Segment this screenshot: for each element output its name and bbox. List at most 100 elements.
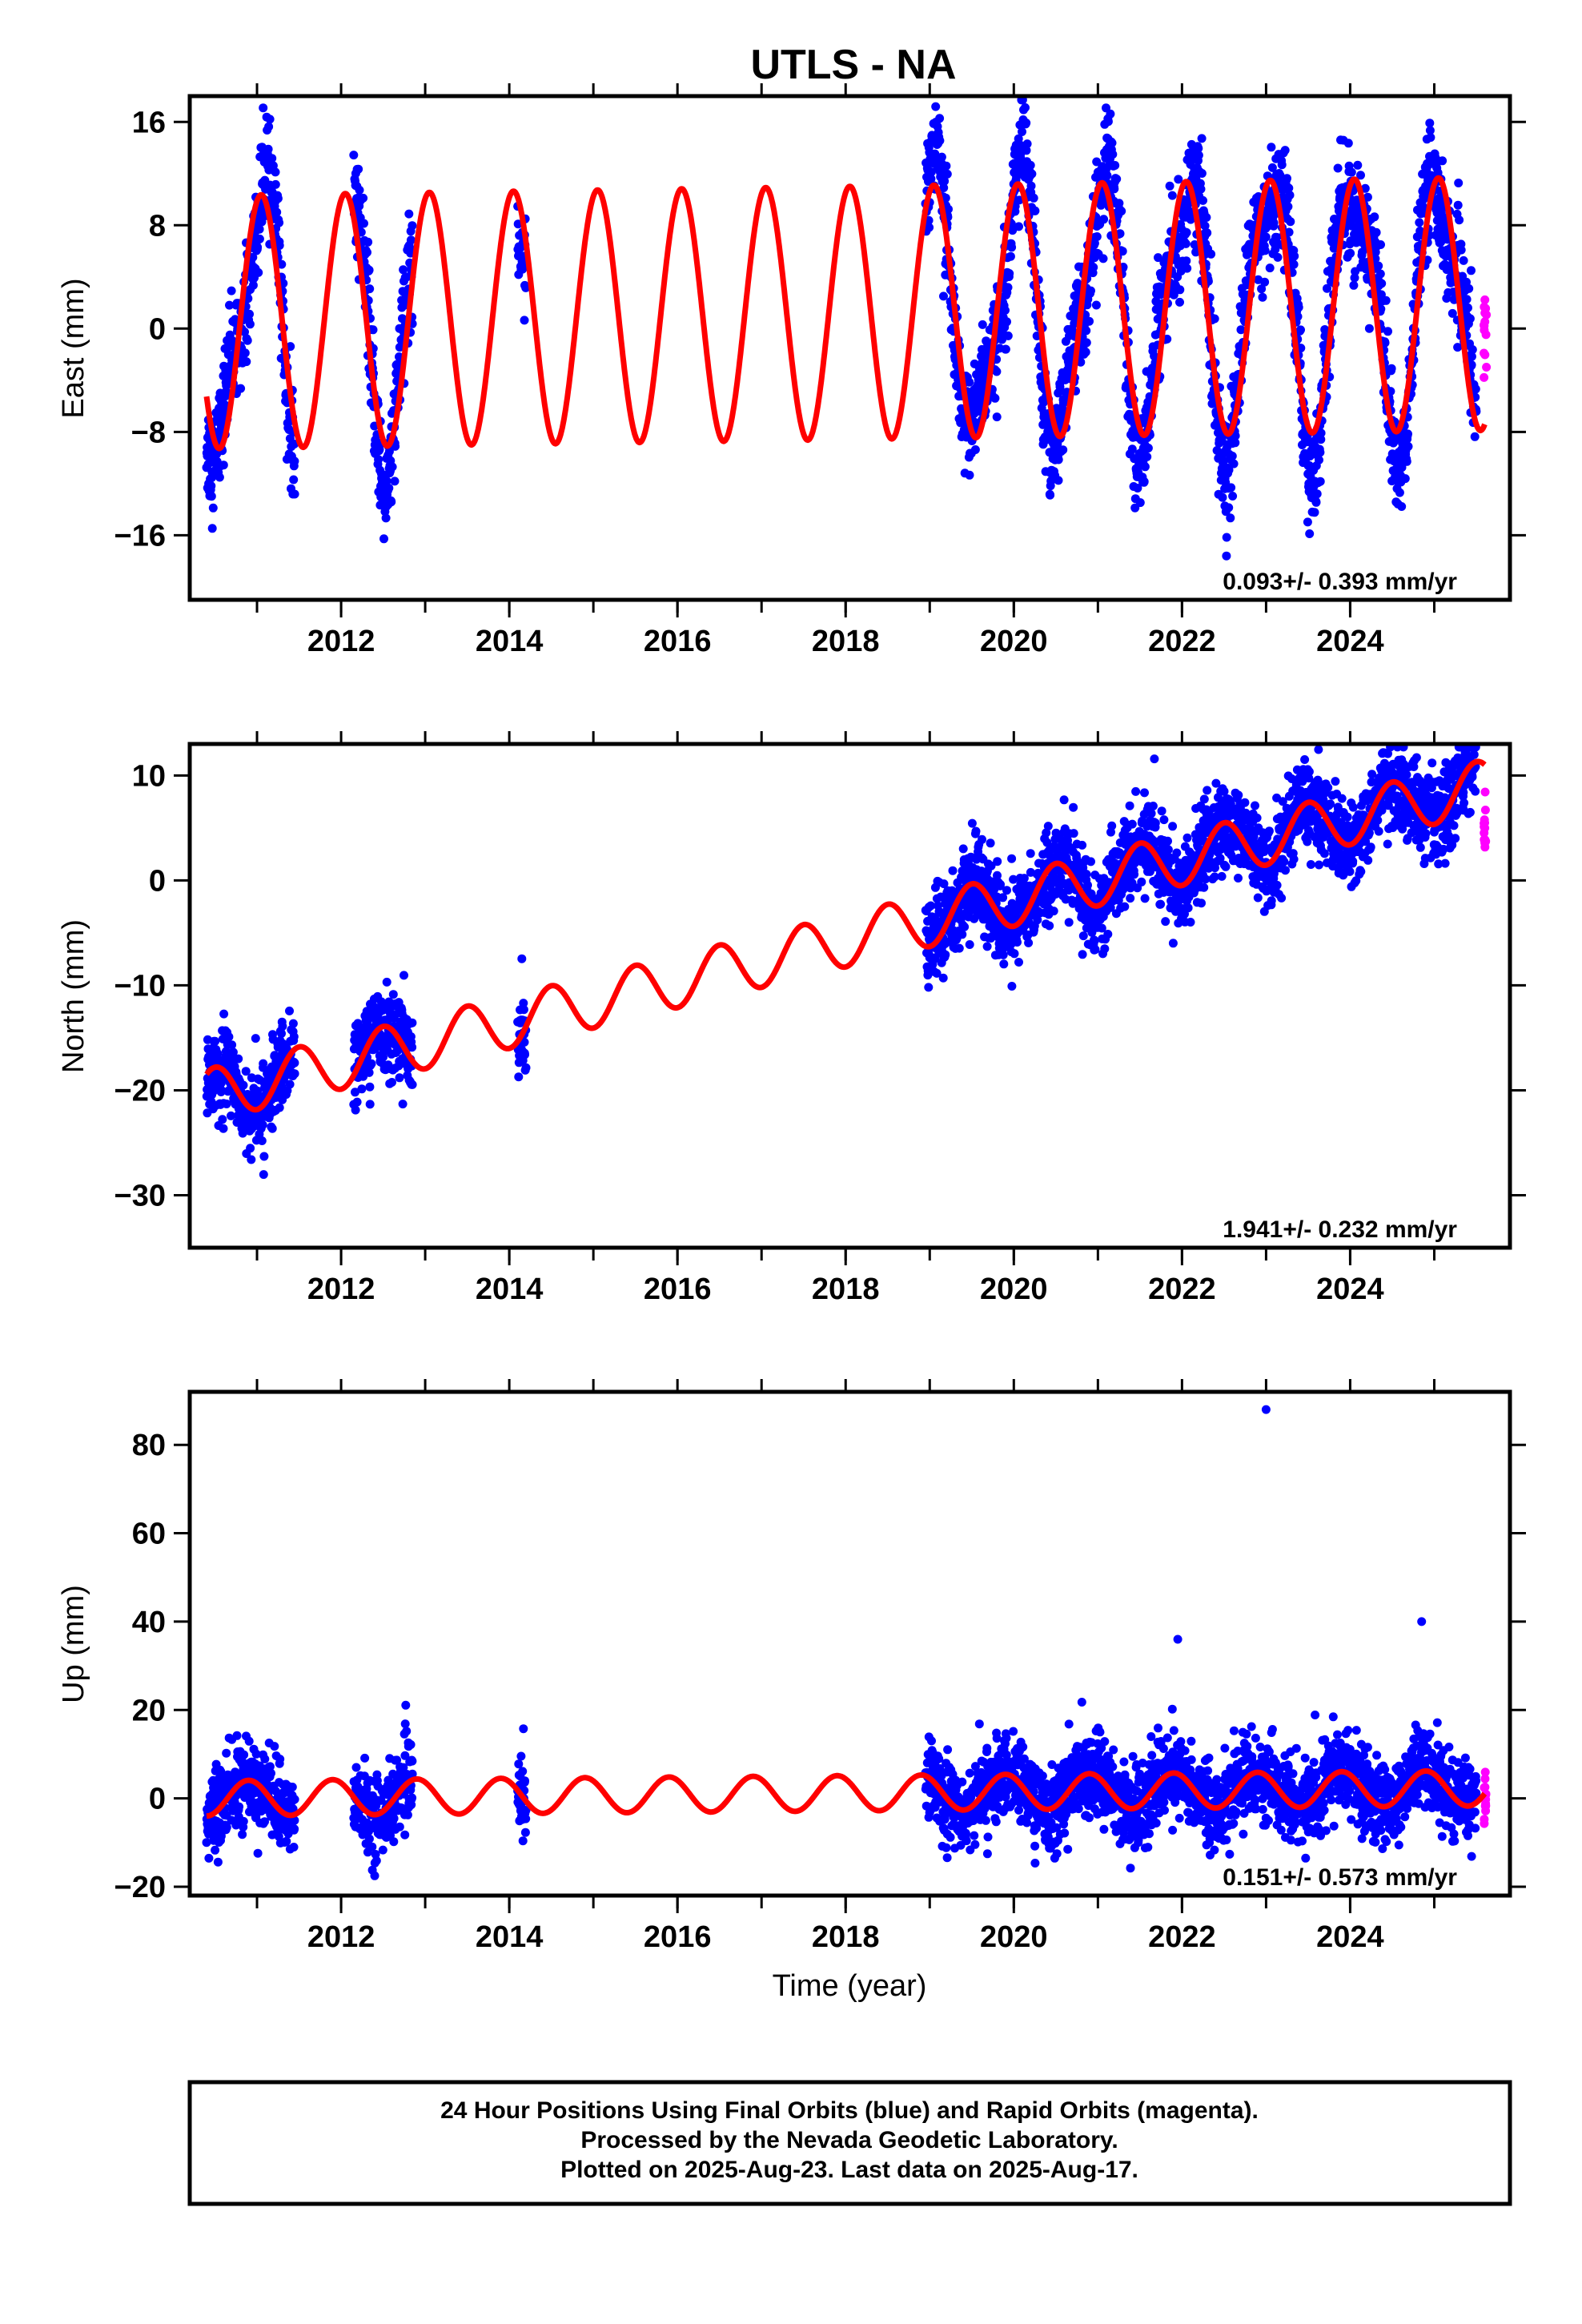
east-x-tick-label: 2012 — [307, 625, 375, 658]
east-final-point — [1202, 213, 1211, 222]
east-x-tick-label: 2022 — [1148, 625, 1216, 658]
east-y-axis-label: East (mm) — [57, 278, 90, 418]
north-final-point — [1107, 821, 1117, 830]
east-final-point — [1438, 156, 1447, 166]
east-final-point — [992, 412, 1002, 422]
north-final-point — [1024, 938, 1034, 947]
east-final-point — [363, 237, 373, 247]
east-final-point — [1022, 119, 1031, 127]
east-final-point — [289, 475, 299, 485]
north-final-point — [1103, 930, 1113, 939]
east-rapid-point — [1480, 350, 1490, 360]
north-final-point — [941, 950, 950, 959]
north-final-point — [1007, 982, 1017, 991]
north-final-point — [211, 1036, 220, 1046]
east-final-point — [978, 320, 987, 329]
east-final-point — [290, 489, 299, 499]
east-final-point — [379, 534, 388, 544]
north-final-point — [259, 1170, 268, 1180]
north-final-point — [960, 922, 970, 931]
north-final-point — [519, 1005, 528, 1015]
east-final-point — [1054, 476, 1063, 485]
east-final-point — [1135, 498, 1145, 508]
east-final-point — [1296, 325, 1305, 335]
east-final-point — [1347, 167, 1356, 177]
east-final-point — [1454, 179, 1464, 187]
north-final-point — [398, 1100, 408, 1109]
east-final-point — [1014, 195, 1024, 205]
east-final-point — [207, 492, 216, 501]
east-final-point — [1222, 551, 1231, 561]
north-final-point — [275, 1103, 284, 1112]
east-final-point — [1027, 169, 1037, 179]
east-final-point — [255, 224, 264, 234]
east-final-point — [1182, 256, 1191, 266]
east-final-point — [399, 265, 408, 275]
east-final-point — [355, 185, 364, 195]
north-final-point — [520, 1050, 529, 1059]
east-final-point — [1371, 227, 1381, 237]
north-final-point — [365, 1100, 375, 1109]
north-final-point — [1168, 939, 1178, 948]
east-final-point — [227, 286, 236, 296]
north-final-point — [382, 977, 391, 987]
east-final-point — [1091, 300, 1101, 310]
east-final-point — [1387, 364, 1396, 373]
east-final-point — [1467, 266, 1476, 275]
north-final-point — [1014, 958, 1023, 967]
north-final-point — [285, 1006, 294, 1015]
north-final-point — [958, 844, 968, 854]
north-final-point — [1163, 836, 1172, 846]
east-final-point — [1277, 160, 1287, 170]
east-final-point — [390, 476, 400, 486]
north-final-point — [1131, 786, 1141, 796]
east-final-point — [272, 207, 282, 217]
north-final-point — [1002, 886, 1011, 895]
east-final-point — [1228, 492, 1238, 501]
east-final-point — [1196, 184, 1206, 194]
north-final-point — [408, 1080, 417, 1089]
east-final-point — [240, 328, 249, 336]
north-final-point — [948, 866, 958, 875]
east-final-point — [1112, 175, 1122, 183]
north-final-point — [1197, 899, 1206, 908]
east-final-point — [1305, 529, 1315, 538]
north-final-point — [1013, 938, 1022, 947]
east-final-point — [1001, 306, 1010, 315]
east-final-point — [408, 221, 417, 231]
east-final-point — [1099, 215, 1109, 224]
north-final-point — [1064, 918, 1074, 927]
east-final-point — [1207, 249, 1216, 259]
east-final-point — [1203, 228, 1212, 238]
north-final-point — [367, 1059, 376, 1068]
north-final-point — [351, 1105, 360, 1115]
east-final-point — [1143, 444, 1153, 452]
east-final-point — [1415, 218, 1424, 227]
east-final-point — [1289, 259, 1299, 269]
north-final-point — [1279, 857, 1289, 866]
east-final-point — [1175, 285, 1185, 295]
east-final-point — [1140, 462, 1150, 472]
north-final-point — [1182, 833, 1192, 842]
east-final-point — [1089, 263, 1098, 272]
east-final-point — [1260, 277, 1270, 287]
east-final-point — [259, 103, 268, 113]
east-final-point — [1285, 191, 1295, 200]
north-final-point — [259, 1152, 269, 1161]
east-final-point — [1022, 139, 1032, 149]
north-final-point — [251, 1034, 260, 1043]
north-final-point — [1090, 936, 1099, 946]
north-final-point — [514, 1072, 524, 1082]
east-final-point — [965, 377, 974, 387]
east-final-point — [1054, 455, 1063, 464]
east-final-point — [286, 342, 295, 352]
east-final-point — [1294, 303, 1303, 312]
north-final-point — [387, 1078, 396, 1087]
north-final-point — [388, 990, 398, 999]
east-final-point — [1400, 474, 1410, 484]
north-final-point — [1148, 802, 1158, 810]
east-final-point — [225, 300, 234, 310]
east-final-point — [1182, 263, 1192, 273]
east-final-point — [1194, 151, 1203, 160]
east-final-point — [965, 470, 974, 480]
